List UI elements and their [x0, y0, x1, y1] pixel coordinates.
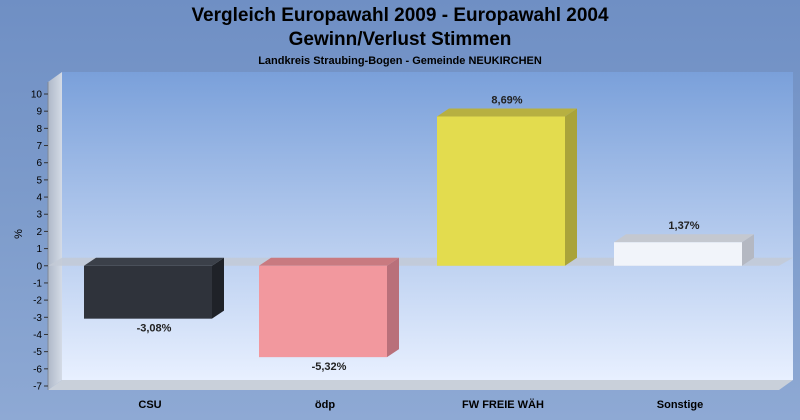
bar-value-label: -3,08%	[137, 323, 172, 335]
y-tick-label: 0	[36, 261, 42, 272]
y-tick-label: 5	[36, 175, 42, 186]
y-tick-label: 3	[36, 210, 42, 221]
chart-subtitle: Landkreis Straubing-Bogen - Gemeinde NEU…	[258, 55, 542, 67]
y-tick-label: 7	[36, 141, 42, 152]
y-tick-label: -2	[33, 296, 42, 307]
category-label: CSU	[138, 399, 161, 411]
plot-floor	[48, 380, 793, 390]
bar-top	[259, 257, 399, 266]
bar-value-label: -5,32%	[312, 361, 347, 373]
y-tick-label: 8	[36, 124, 42, 135]
category-label: Sonstige	[657, 399, 703, 411]
y-tick-label: -1	[33, 278, 42, 289]
bar-side	[387, 257, 399, 358]
bar	[259, 265, 387, 358]
chart-title-line2: Gewinn/Verlust Stimmen	[289, 29, 512, 50]
y-tick-label: 6	[36, 158, 42, 169]
plot-back-wall	[62, 72, 793, 380]
y-tick-label: 4	[36, 193, 42, 204]
y-tick-label: 9	[36, 107, 42, 118]
y-tick-label: -7	[33, 382, 42, 393]
bar-side	[742, 234, 754, 266]
y-axis-label: %	[13, 229, 25, 239]
category-label: FW FREIE WÄH	[462, 398, 544, 411]
bar	[437, 116, 565, 266]
y-tick-label: 10	[31, 90, 43, 101]
bar-top	[437, 108, 577, 117]
plot-left-wall	[48, 72, 62, 390]
y-tick-label: -3	[33, 313, 42, 324]
zero-plane	[48, 257, 793, 266]
y-tick-label: 1	[36, 244, 42, 255]
category-label: ödp	[315, 399, 335, 411]
bar-top	[614, 234, 754, 243]
bar	[84, 265, 212, 319]
zero-line	[48, 257, 793, 266]
category-labels: CSU ödp FW FREIE WÄH Sonstige	[138, 398, 703, 411]
y-tick-label: 2	[36, 227, 42, 238]
y-tick-label: -4	[33, 330, 42, 341]
bar-value-label: 1,37%	[668, 220, 699, 232]
bar-side	[565, 108, 577, 266]
bars: -3,08% -5,32% 8,69% 1,37%	[84, 95, 754, 373]
bar-side	[212, 257, 224, 319]
bar-top	[84, 257, 224, 266]
bar	[614, 242, 742, 266]
y-tick-label: -6	[33, 364, 42, 375]
y-tick-label: -5	[33, 347, 42, 358]
chart-title: Vergleich Europawahl 2009 - Europawahl 2…	[191, 5, 609, 26]
bar-value-label: 8,69%	[491, 95, 522, 107]
